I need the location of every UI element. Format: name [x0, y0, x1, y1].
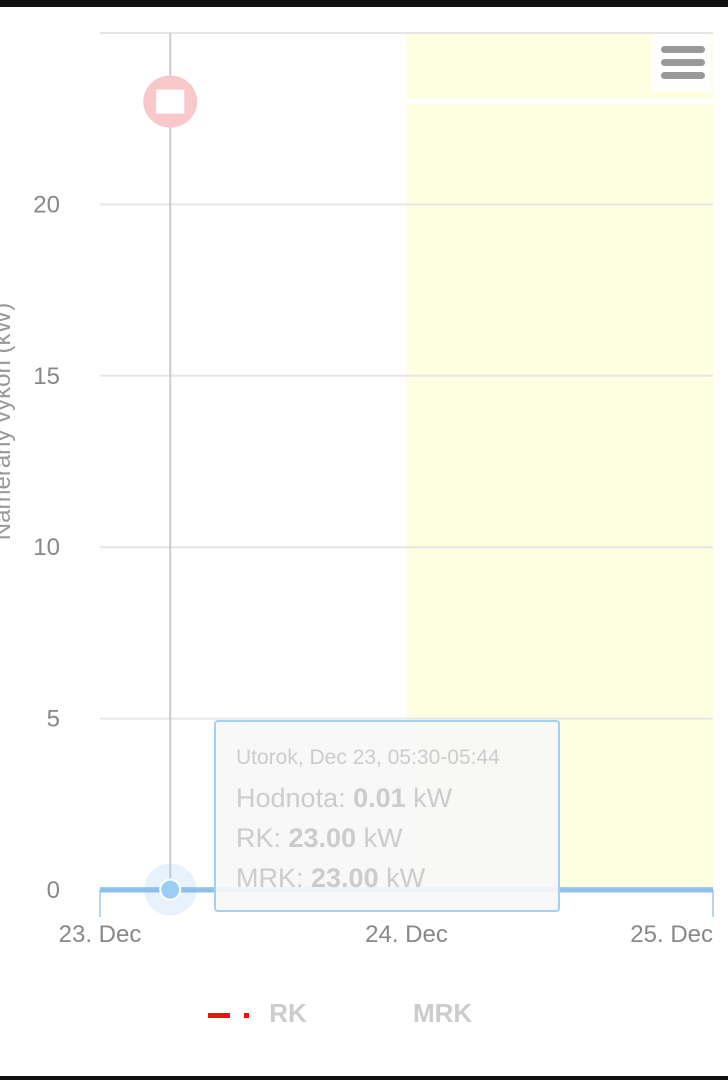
y-tick-label: 10	[33, 534, 60, 561]
tooltip-value: 23.00	[311, 863, 379, 893]
legend-label: RK	[269, 998, 307, 1028]
tooltip-value: 0.01	[353, 783, 406, 813]
legend-item-rk[interactable]: RK	[206, 998, 307, 1030]
y-tick-label: 15	[33, 363, 60, 390]
tooltip-row-mrk: MRK: 23.00 kW	[236, 858, 558, 898]
tooltip-value: 23.00	[288, 823, 357, 853]
y-axis-title: Nameraný výkon (kW)	[0, 303, 16, 540]
legend-label: MRK	[413, 998, 473, 1028]
x-tick-label: 23. Dec	[59, 921, 142, 948]
legend-item-mrk[interactable]: MRK	[413, 998, 472, 1029]
tooltip: Utorok, Dec 23, 05:30-05:44 Hodnota: 0.0…	[214, 720, 560, 912]
hover-point	[159, 878, 182, 901]
nav-bar	[0, 1076, 728, 1080]
hamburger-icon-bar	[661, 72, 705, 79]
tooltip-header: Utorok, Dec 23, 05:30-05:44	[236, 746, 500, 769]
y-tick-label: 0	[47, 877, 60, 904]
tooltip-label: MRK:	[236, 863, 312, 893]
y-tick-label: 5	[47, 706, 60, 733]
y-tick-label: 20	[33, 191, 60, 218]
x-tick-label: 25. Dec	[630, 921, 713, 948]
status-bar	[0, 0, 728, 7]
tooltip-label: RK:	[236, 823, 289, 853]
dash-dot-icon	[208, 1013, 249, 1019]
chart-menu-button[interactable]	[651, 34, 711, 92]
hamburger-icon	[661, 46, 705, 53]
tooltip-unit: kW	[356, 823, 403, 853]
tooltip-unit: kW	[378, 863, 426, 893]
tooltip-unit: kW	[405, 783, 453, 813]
tooltip-label: Hodnota:	[236, 783, 354, 813]
hamburger-icon-bar	[661, 59, 705, 66]
tooltip-row-rk: RK: 23.00 kW	[236, 818, 558, 858]
rk-hover-marker	[156, 89, 185, 114]
x-tick-label: 24. Dec	[365, 921, 448, 948]
tooltip-row-hodnota: Hodnota: 0.01 kW	[236, 778, 558, 818]
